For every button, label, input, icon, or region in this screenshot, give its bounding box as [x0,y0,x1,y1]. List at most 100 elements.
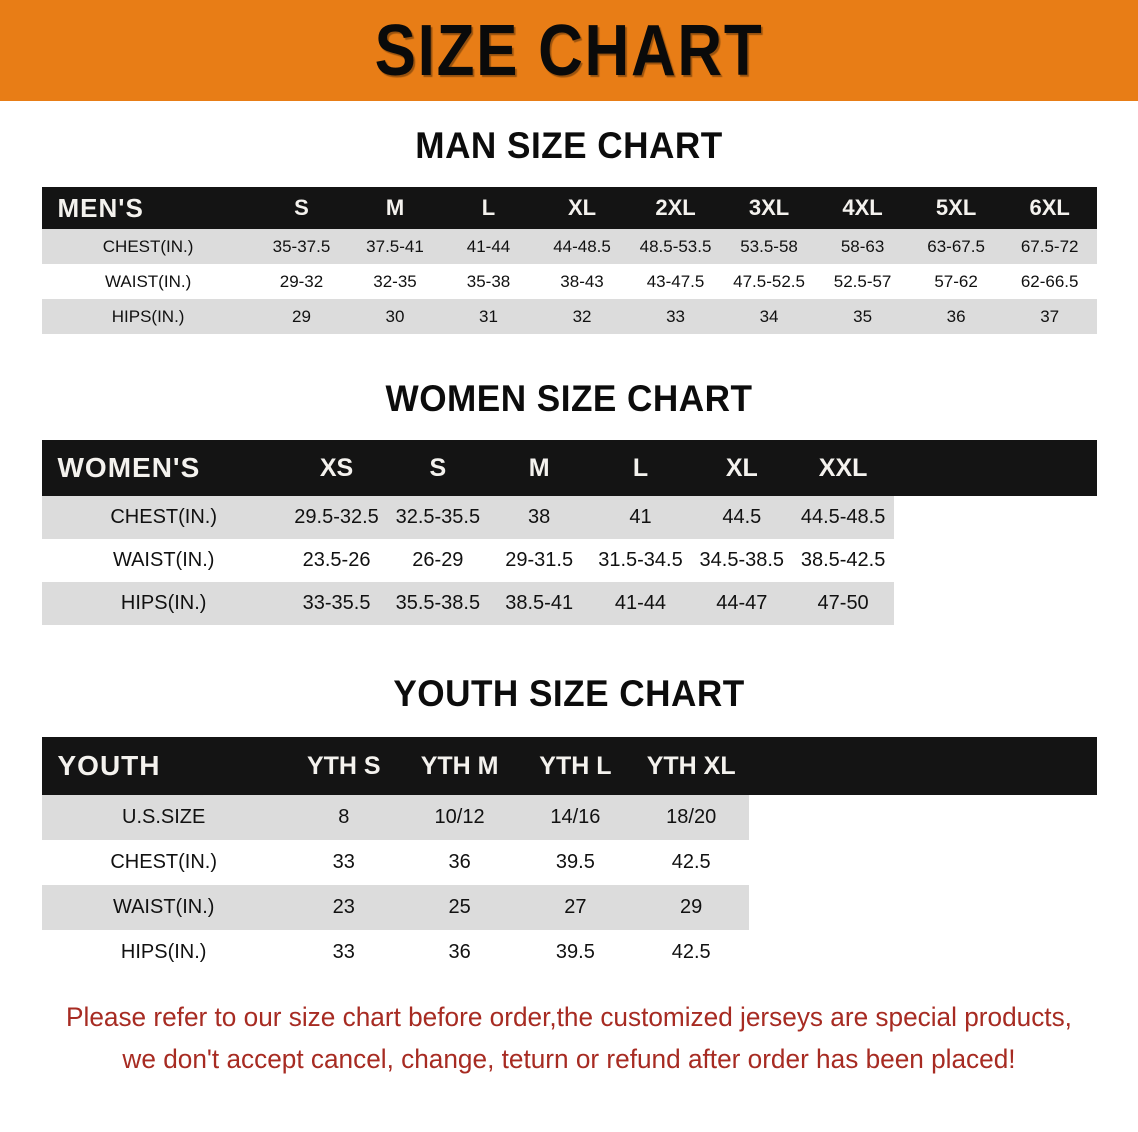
men-cell: 53.5-58 [722,229,816,264]
men-cell: 52.5-57 [815,264,910,299]
women-cell: 38.5-41 [488,582,590,625]
youth-cell-empty [980,840,1097,885]
men-row-label: HIPS(IN.) [41,299,255,334]
table-row: WAIST(IN.) 23 25 27 29 [41,885,1097,930]
table-row: WAIST(IN.) 29-32 32-35 35-38 38-43 43-47.5 47.… [41,264,1097,299]
women-cell: 41-44 [589,582,692,625]
youth-cell: 33 [285,930,402,975]
youth-cell: 18/20 [633,795,750,840]
men-row-label: WAIST(IN.) [41,264,255,299]
women-cell-empty [995,496,1097,539]
women-cell: 34.5-38.5 [691,539,793,582]
men-header-row: MEN'S S M L XL 2XL 3XL 4XL 5XL 6XL [41,187,1097,229]
men-header-label: MEN'S [41,187,255,229]
women-cell-empty [893,496,996,539]
women-size-table: WOMEN'S XS S M L XL XXL CHEST(IN.) 29.5-32.5 32.5… [41,440,1097,625]
youth-row-label: CHEST(IN.) [41,840,286,885]
men-column-header: 5XL [909,187,1003,229]
youth-cell-empty [749,840,865,885]
youth-size-table: YOUTH YTH S YTH M YTH L YTH XL U.S.SIZE 8 10/12… [41,737,1097,975]
women-cell: 44.5-48.5 [792,496,894,539]
youth-cell: 10/12 [401,795,518,840]
youth-cell: 36 [401,930,518,975]
women-cell-empty [893,539,996,582]
youth-row-label: HIPS(IN.) [41,930,286,975]
men-column-header: 2XL [628,187,723,229]
men-cell: 29 [254,299,349,334]
women-column-header-empty [995,440,1097,496]
youth-cell: 29 [633,885,750,930]
youth-column-header: YTH L [517,737,634,795]
women-row-label: WAIST(IN.) [41,539,286,582]
women-column-header: S [387,440,489,496]
youth-cell: 39.5 [517,930,634,975]
men-cell: 38-43 [535,264,629,299]
men-cell: 36 [909,299,1003,334]
women-column-header-empty [893,440,996,496]
youth-cell-empty [864,885,981,930]
youth-cell: 33 [285,840,402,885]
youth-header-label: YOUTH [41,737,286,795]
women-cell-empty [893,582,996,625]
men-cell: 30 [348,299,442,334]
disclaimer-line-2: we don't accept cancel, change, teturn o… [122,1043,1016,1074]
women-row-label: CHEST(IN.) [41,496,286,539]
youth-cell: 36 [401,840,518,885]
women-cell: 29.5-32.5 [285,496,388,539]
youth-column-header-empty [749,737,865,795]
women-cell: 44-47 [691,582,793,625]
youth-column-header-empty [980,737,1097,795]
women-cell: 38.5-42.5 [792,539,894,582]
page-title: SIZE CHART [374,10,764,91]
youth-cell-empty [749,930,865,975]
women-cell: 26-29 [387,539,489,582]
youth-cell-empty [864,840,981,885]
men-cell: 33 [628,299,723,334]
youth-section-title: YOUTH SIZE CHART [393,673,745,714]
youth-column-header: YTH M [401,737,518,795]
women-column-header: XXL [792,440,894,496]
youth-cell: 14/16 [517,795,634,840]
youth-cell: 27 [517,885,634,930]
youth-header-row: YOUTH YTH S YTH M YTH L YTH XL [41,737,1097,795]
youth-column-header: YTH XL [633,737,750,795]
youth-column-header-empty [864,737,981,795]
disclaimer-line-1: Please refer to our size chart before or… [66,1002,1072,1032]
youth-cell: 25 [401,885,518,930]
women-cell-empty [995,582,1097,625]
youth-cell-empty [980,885,1097,930]
women-header-label: WOMEN'S [41,440,286,496]
men-cell: 43-47.5 [628,264,723,299]
women-column-header: XS [285,440,388,496]
table-row: WAIST(IN.) 23.5-26 26-29 29-31.5 31.5-34.5 34… [41,539,1097,582]
page-banner: SIZE CHART [0,0,1138,101]
youth-row-label: WAIST(IN.) [41,885,286,930]
men-cell: 35-38 [441,264,536,299]
men-cell: 34 [722,299,816,334]
youth-cell: 39.5 [517,840,634,885]
men-cell: 37 [1002,299,1097,334]
youth-cell-empty [749,885,865,930]
women-cell: 32.5-35.5 [387,496,489,539]
youth-cell: 8 [285,795,402,840]
women-cell: 47-50 [792,582,894,625]
women-cell-empty [995,539,1097,582]
men-cell: 62-66.5 [1002,264,1097,299]
table-row: HIPS(IN.) 33 36 39.5 42.5 [41,930,1097,975]
men-cell: 41-44 [441,229,536,264]
men-column-header: XL [535,187,629,229]
men-cell: 29-32 [254,264,349,299]
youth-column-header: YTH S [285,737,402,795]
women-cell: 35.5-38.5 [387,582,489,625]
women-cell: 38 [488,496,590,539]
women-column-header: XL [691,440,793,496]
men-cell: 47.5-52.5 [722,264,816,299]
men-row-label: CHEST(IN.) [41,229,255,264]
men-column-header: 6XL [1002,187,1097,229]
men-cell: 35 [815,299,910,334]
women-header-row: WOMEN'S XS S M L XL XXL [41,440,1097,496]
table-row: HIPS(IN.) 33-35.5 35.5-38.5 38.5-41 41-44 44-… [41,582,1097,625]
men-column-header: M [348,187,442,229]
women-column-header: L [589,440,692,496]
women-row-label: HIPS(IN.) [41,582,286,625]
